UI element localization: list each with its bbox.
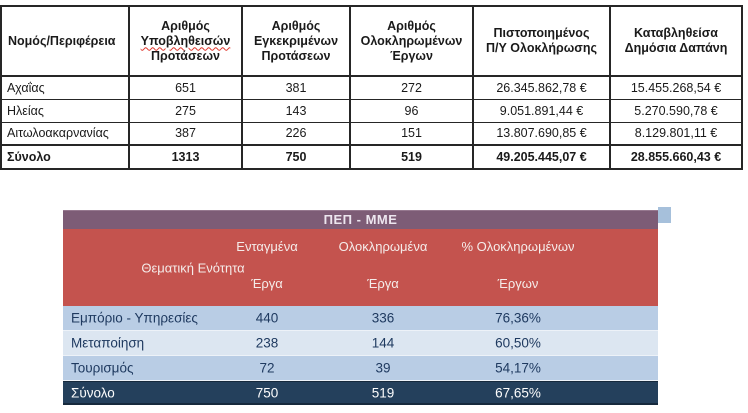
- value-cell: 72: [259, 360, 275, 376]
- value-cell: 381: [241, 75, 351, 100]
- sector-cell: Μεταποίηση: [71, 335, 145, 351]
- value-cell: 238: [255, 335, 279, 351]
- header-line: Π/Υ Ολοκλήρωσης: [485, 41, 597, 55]
- value-cell: 750: [255, 385, 279, 400]
- header-line: Δημόσια Δαπάνη: [624, 41, 728, 55]
- value-cell: 651: [128, 75, 243, 100]
- value-cell: 39: [375, 360, 391, 376]
- total-label-cell: Σύνολο: [71, 385, 115, 400]
- header-completed-projects: Αριθμός Ολοκληρωμένων Έργων: [349, 5, 474, 77]
- value-cell: 272: [349, 75, 474, 100]
- header-completed-line1: Ολοκληρωμένα: [338, 239, 428, 254]
- header-percent-completed-line2: Έργων: [497, 276, 539, 291]
- table-row: Τουρισμός 72 39 54,17%: [63, 356, 658, 381]
- corner-marker: [658, 207, 671, 223]
- value-cell: 151: [349, 121, 474, 146]
- header-integrated-line2: Έργα: [251, 276, 283, 291]
- amount-cell: 15.455.268,54 €: [609, 75, 743, 100]
- region-cell: Αχαΐας: [0, 75, 130, 100]
- table-total-row: Σύνολο 750 519 67,65%: [63, 381, 658, 405]
- header-line: Ολοκληρωμένων: [360, 33, 463, 48]
- amount-cell: 13.807.690,85 €: [472, 121, 611, 146]
- header-line: Αριθμός: [161, 18, 210, 33]
- header-region: Νομός/Περιφέρεια: [0, 5, 130, 77]
- value-cell: 750: [241, 144, 351, 170]
- table-row: Αιτωλοακαρνανίας 387 226 151 13.807.690,…: [0, 121, 743, 146]
- value-cell: 144: [371, 335, 395, 351]
- table-row: Μεταποίηση 238 144 60,50%: [63, 331, 658, 356]
- sector-cell: Εμπόριο - Υπηρεσίες: [71, 310, 198, 326]
- table-total-row: Σύνολο 1313 750 519 49.205.445,07 € 28.8…: [0, 144, 743, 170]
- header-integrated-line1: Ενταγμένα: [236, 239, 298, 254]
- header-line: Αριθμός: [387, 18, 436, 33]
- amount-cell: 5.270.590,78 €: [609, 98, 743, 123]
- pep-mme-table: ΠΕΠ - ΜΜΕ Θεματική Ενότητα Ενταγμένα Έργ…: [63, 210, 658, 405]
- value-cell: 440: [255, 310, 279, 326]
- header-line-misspelled: Υποβληθεισών: [140, 33, 231, 48]
- percent-cell: 60,50%: [495, 335, 541, 351]
- header-certified-budget: Πιστοποιημένος Π/Υ Ολοκλήρωσης: [472, 5, 611, 77]
- region-cell: Ηλείας: [0, 98, 130, 123]
- amount-cell: 26.345.862,78 €: [472, 75, 611, 100]
- header-line: Εγκεκριμένων: [253, 33, 339, 48]
- amount-cell: 28.855.660,43 €: [609, 144, 743, 170]
- table-row: Αχαΐας 651 381 272 26.345.862,78 € 15.45…: [0, 75, 743, 100]
- header-submitted-proposals: Αριθμός Υποβληθεισών Προτάσεων: [128, 5, 243, 77]
- value-cell: 336: [371, 310, 395, 326]
- value-cell: 226: [241, 121, 351, 146]
- region-cell: Αιτωλοακαρνανίας: [0, 121, 130, 146]
- header-percent-completed-line1: % Ολοκληρωμένων: [461, 239, 575, 254]
- value-cell: 96: [349, 98, 474, 123]
- header-line: Καταβληθείσα: [634, 26, 718, 40]
- header-thematic-section: Θεματική Ενότητα: [141, 260, 245, 275]
- sector-cell: Τουρισμός: [71, 360, 134, 376]
- percent-cell: 67,65%: [495, 385, 541, 400]
- header-line: Αριθμός: [271, 18, 321, 33]
- header-paid-public-expense: Καταβληθείσα Δημόσια Δαπάνη: [609, 5, 743, 77]
- percent-cell: 76,36%: [495, 310, 541, 326]
- regional-projects-table: Νομός/Περιφέρεια Αριθμός Υποβληθεισών Πρ…: [0, 5, 743, 170]
- percent-cell: 54,17%: [495, 360, 541, 376]
- pep-mme-header-row: Θεματική Ενότητα Ενταγμένα Έργα Ολοκληρω…: [63, 229, 658, 306]
- value-cell: 143: [241, 98, 351, 123]
- value-cell: 275: [128, 98, 243, 123]
- table1-header-row: Νομός/Περιφέρεια Αριθμός Υποβληθεισών Πρ…: [0, 5, 743, 77]
- header-line: Προτάσεων: [261, 48, 331, 63]
- header-line: Έργων: [390, 48, 433, 63]
- value-cell: 519: [371, 385, 395, 400]
- value-cell: 387: [128, 121, 243, 146]
- total-label-cell: Σύνολο: [0, 144, 130, 170]
- header-line: Προτάσεων: [151, 48, 220, 63]
- amount-cell: 49.205.445,07 €: [472, 144, 611, 170]
- header-completed-line2: Έργα: [367, 276, 399, 291]
- pep-mme-title: ΠΕΠ - ΜΜΕ: [63, 210, 658, 229]
- amount-cell: 8.129.801,11 €: [609, 121, 743, 146]
- amount-cell: 9.051.891,44 €: [472, 98, 611, 123]
- header-line: Νομός/Περιφέρεια: [8, 33, 116, 48]
- header-line: Πιστοποιημένος: [493, 26, 590, 40]
- table-row: Εμπόριο - Υπηρεσίες 440 336 76,36%: [63, 306, 658, 331]
- value-cell: 519: [349, 144, 474, 170]
- header-approved-proposals: Αριθμός Εγκεκριμένων Προτάσεων: [241, 5, 351, 77]
- value-cell: 1313: [128, 144, 243, 170]
- table-row: Ηλείας 275 143 96 9.051.891,44 € 5.270.5…: [0, 98, 743, 123]
